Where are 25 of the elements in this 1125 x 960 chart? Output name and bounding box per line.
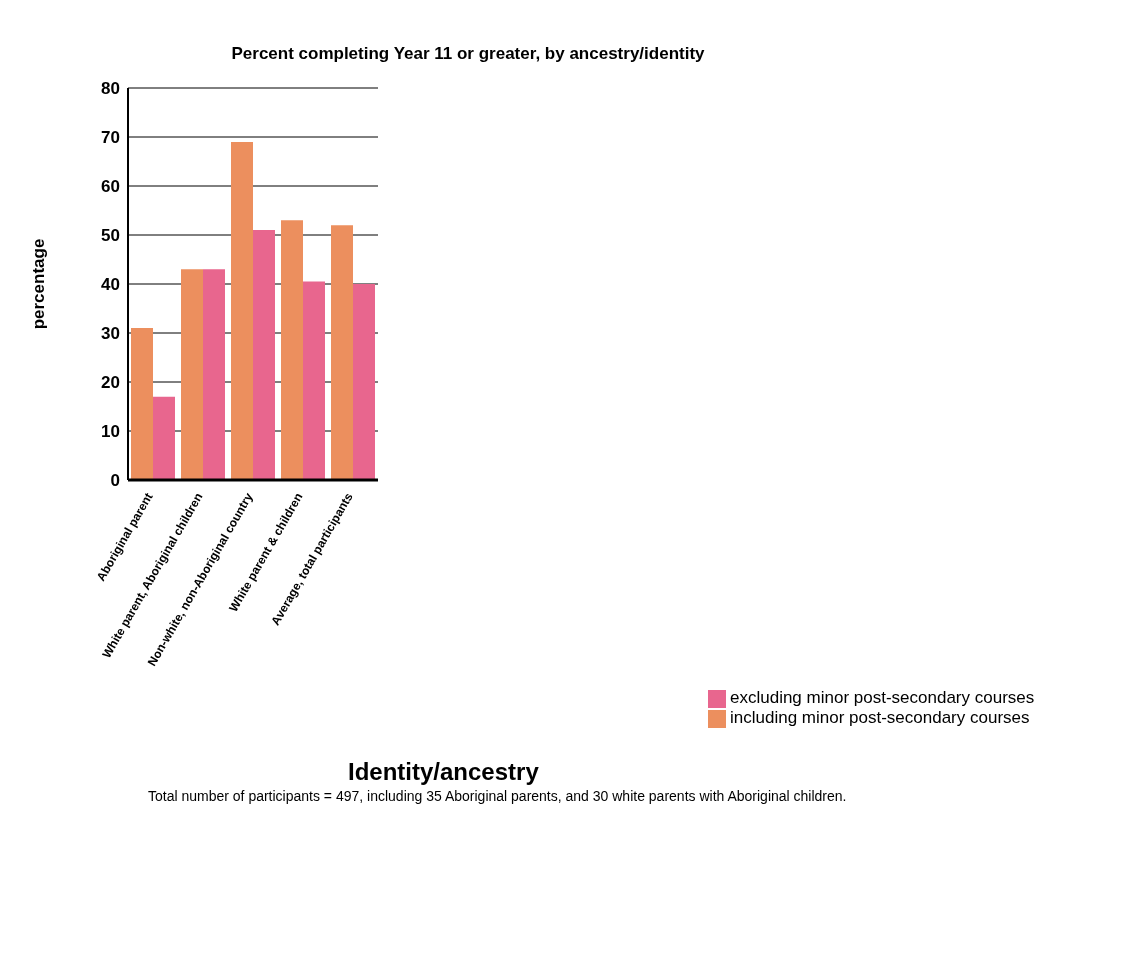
bar (331, 225, 353, 480)
y-tick-label: 80 (101, 79, 120, 99)
bar (353, 284, 375, 480)
legend-label: excluding minor post-secondary courses (730, 688, 1035, 707)
y-tick-label: 30 (101, 324, 120, 344)
bar (203, 269, 225, 480)
bar (181, 269, 203, 480)
text: Total number of participants = 497, including 35 Aboriginal parents, and 30 white parents with Aboriginal children. (148, 788, 847, 804)
y-tick-label: 60 (101, 177, 120, 197)
y-tick-label: 40 (101, 275, 120, 295)
bar (153, 396, 175, 480)
legend-label: including minor post-secondary courses (730, 708, 1030, 727)
bar (303, 281, 325, 480)
bar (253, 230, 275, 480)
y-axis-title: percentage (29, 238, 49, 330)
x-axis-title: Identity/ancestry (348, 758, 539, 786)
bar (131, 328, 153, 480)
y-tick-label: 20 (101, 373, 120, 393)
bar (281, 220, 303, 480)
text: Percent completing Year 11 or greater, by ancestry/identity (230, 44, 706, 64)
y-tick-label: 10 (101, 422, 120, 442)
y-tick-label: 50 (101, 226, 120, 246)
y-tick-label: 0 (110, 471, 120, 491)
bar (231, 141, 253, 480)
y-tick-label: 70 (101, 128, 120, 148)
